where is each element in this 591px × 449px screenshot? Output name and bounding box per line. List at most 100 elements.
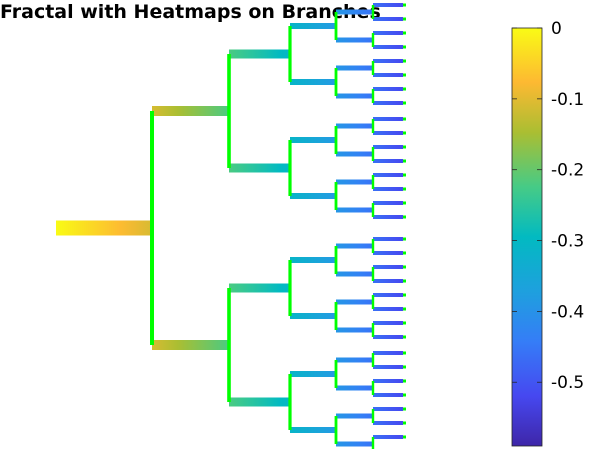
branch-bar-l4-26 [336,179,373,185]
branch-bar-l4-22 [336,151,373,157]
colorbar-tick-label: -0.2 [551,161,584,181]
branch-bar-l4-4 [336,9,373,15]
branch-connector-l3 [334,182,338,210]
branch-bar-l5-16 [373,101,403,105]
branch-tip [403,321,406,325]
branch-bar-l5-36 [373,237,403,241]
branch-tip [403,73,406,77]
branch-connector-l4 [371,5,375,19]
branch-tip [403,279,406,283]
chart-title: Fractal with Heatmaps on Branches [0,1,381,23]
branch-bar-l3-49 [290,371,336,377]
branch-bar-l3-3 [290,23,336,29]
branch-connector-l4 [371,147,375,161]
branch-bar-l5-43 [373,293,403,297]
branch-bar-l4-19 [336,123,373,129]
branch-bar-l4-35 [336,243,373,249]
colorbar-gradient [511,27,543,447]
branch-tip [403,351,406,355]
branch-tip [403,59,406,63]
branch-tip [403,335,406,339]
branch-bar-l5-30 [373,201,403,205]
colorbar-tick-label: -0.4 [551,302,584,322]
branch-bar-l4-45 [336,327,373,333]
branch-bar-l5-23 [373,145,403,149]
branch-connector-l2 [288,260,292,316]
colorbar-tick-label: -0.3 [551,232,584,252]
branch-tip [403,117,406,121]
branch-tip [403,201,406,205]
colorbar-tick-label: 0 [551,19,562,39]
colorbar-tick-label: -0.5 [551,373,584,393]
branch-connector-l4 [371,295,375,309]
branch-bar-l1-32 [152,340,229,350]
branch-connector-l4 [371,33,375,47]
branch-bar-l4-29 [336,207,373,213]
branch-connector-l3 [334,416,338,444]
branch-tip [403,421,406,425]
branch-bar-l4-42 [336,299,373,305]
branch-connector-l0 [150,111,154,345]
colorbar-tick-label: -0.1 [551,90,584,110]
branch-tip [403,365,406,369]
branch-bar-l5-59 [373,421,403,425]
branch-bar-l4-50 [336,357,373,363]
branch-bar-l2-2 [229,49,290,59]
branch-bar-l5-8 [373,31,403,35]
branch-bar-l3-41 [290,313,336,319]
branch-bar-l5-61 [373,435,403,439]
branch-bar-l5-24 [373,159,403,163]
branch-connector-l3 [334,12,338,40]
branch-bar-l5-21 [373,131,403,135]
branch-bar-l5-37 [373,251,403,255]
branch-connector-l1 [227,288,231,402]
branch-connector-l4 [371,437,375,449]
branch-connector-l4 [371,203,375,217]
branch-tip [403,159,406,163]
branch-connector-l3 [334,360,338,388]
branch-bar-l5-47 [373,335,403,339]
branch-tip [403,187,406,191]
branch-connector-l4 [371,61,375,75]
branch-bar-l5-5 [373,3,403,7]
branch-bar-l5-12 [373,59,403,63]
branch-bar-l5-31 [373,215,403,219]
branch-bar-l4-60 [336,441,373,447]
branch-connector-l1 [227,54,231,168]
branch-tip [403,101,406,105]
branch-tip [403,293,406,297]
branch-tip [403,407,406,411]
branch-bar-l3-18 [290,137,336,143]
branch-bar-l3-56 [290,427,336,433]
branch-bar-l4-38 [336,271,373,277]
branch-bar-l4-11 [336,65,373,71]
branch-tip [403,3,406,7]
branch-tip [403,87,406,91]
colorbar: 0 -0.1 -0.2 -0.3 -0.4 -0.5 [511,19,584,447]
branch-tip [403,31,406,35]
branch-tip [403,237,406,241]
branch-bar-l5-13 [373,73,403,77]
branch-bar-l5-55 [373,393,403,397]
branch-connector-l4 [371,267,375,281]
branch-bar-l3-34 [290,257,336,263]
branch-bar-l5-54 [373,379,403,383]
branch-bar-l2-17 [229,163,290,173]
branch-bar-l4-57 [336,413,373,419]
branch-connector-l4 [371,409,375,423]
branch-tip [403,145,406,149]
branch-connector-l3 [334,246,338,274]
branch-tip [403,265,406,269]
branch-tip [403,173,406,177]
branch-bar-l5-27 [373,173,403,177]
branch-bar-l5-51 [373,351,403,355]
branch-bar-l1-1 [152,106,229,116]
branch-bar-l2-48 [229,397,290,407]
branch-bar-l5-9 [373,45,403,49]
branch-connector-l4 [371,353,375,367]
branch-connector-l2 [288,140,292,196]
branch-tip [403,17,406,21]
branch-bar-l5-46 [373,321,403,325]
branch-bar-l5-28 [373,187,403,191]
branch-connector-l4 [371,381,375,395]
